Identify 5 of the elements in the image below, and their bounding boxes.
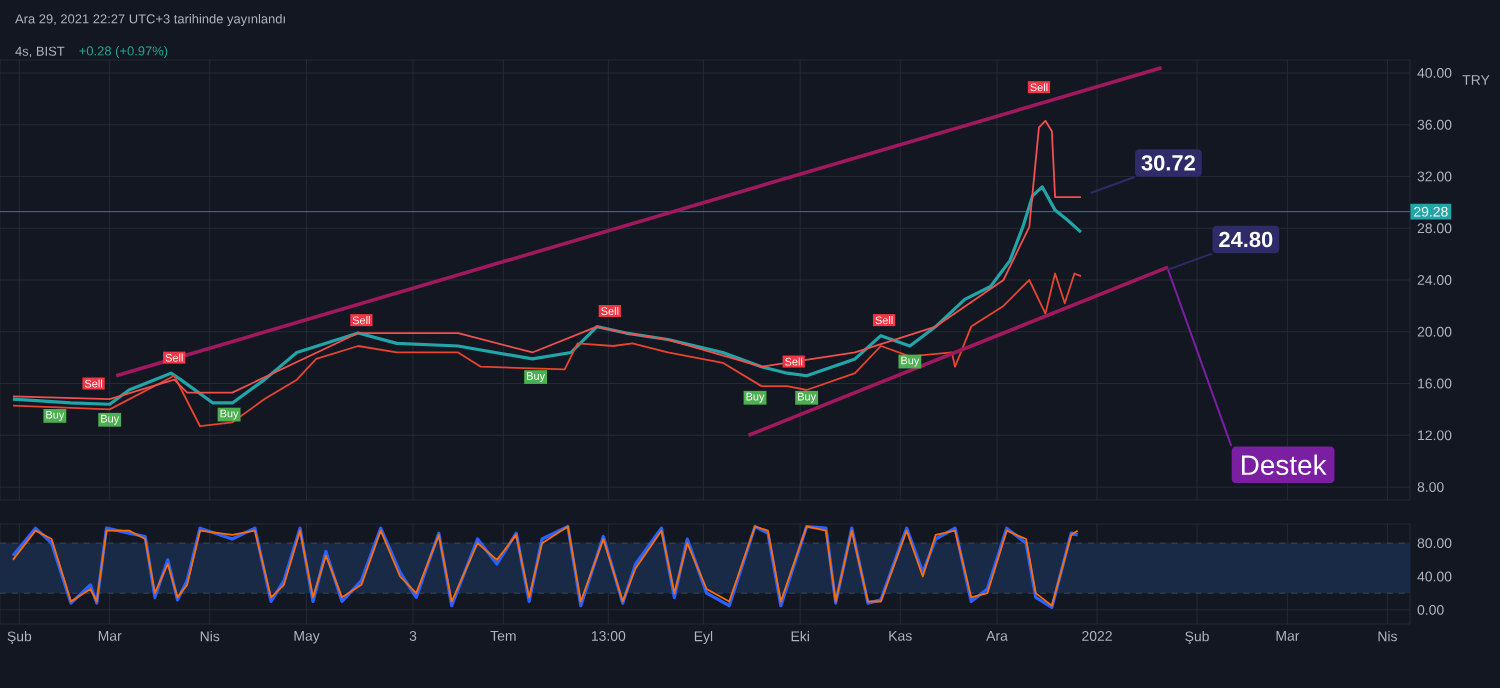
annotation: 24.80 xyxy=(1219,231,1273,248)
line-series xyxy=(12,119,1082,400)
annotation: 30.72 xyxy=(1141,155,1195,171)
line-series xyxy=(12,272,1082,428)
annotation: Destek xyxy=(1241,454,1327,476)
